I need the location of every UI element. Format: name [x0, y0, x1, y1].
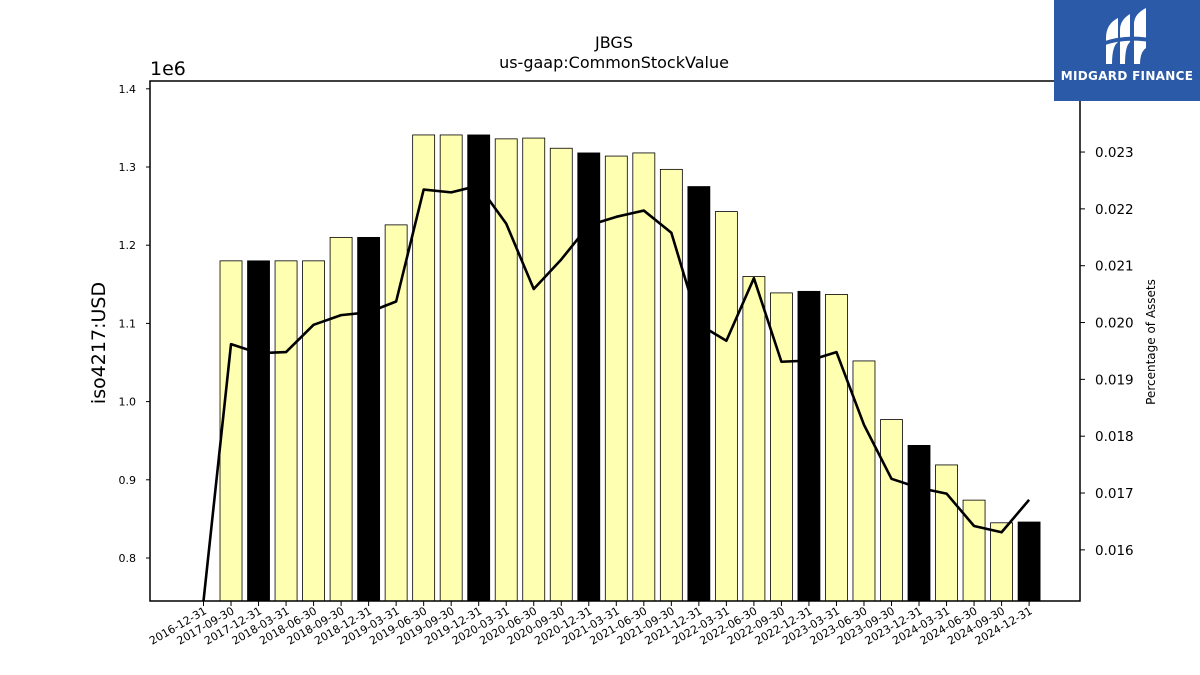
y2-tick-label: 0.017: [1095, 486, 1134, 502]
bar-2020-09-30: [549, 147, 573, 602]
logo-text: MIDGARD FINANCE: [1060, 69, 1194, 83]
bar-2017-09-30: [219, 260, 243, 602]
y-axis-label: iso4217:USD: [88, 282, 110, 404]
bar-2023-06-30: [852, 360, 876, 602]
y-tick-label: 1.1: [119, 317, 137, 330]
bar-2021-03-31: [604, 155, 628, 602]
percentage-line: [202, 184, 1031, 602]
y-tick-label: 0.9: [119, 474, 137, 487]
y2-axis-label: Percentage of Assets: [1144, 279, 1158, 405]
bar-2019-12-31: [467, 134, 491, 602]
y2-tick-label: 0.018: [1095, 429, 1134, 445]
bar-2023-12-31: [907, 444, 931, 602]
bar-2022-12-31: [797, 290, 821, 602]
y2-tick-label: 0.022: [1095, 202, 1134, 218]
midgard-m-icon: [1102, 8, 1150, 64]
bar-2018-06-30: [302, 260, 325, 602]
bar-2022-06-30: [742, 276, 766, 602]
bar-group: [219, 134, 1041, 602]
y-tick-label: 1.4: [119, 83, 137, 96]
bar-2020-12-31: [577, 152, 601, 602]
bar-2018-12-31: [357, 236, 381, 602]
plot-frame: [149, 80, 1081, 602]
y2-tick-label: 0.023: [1095, 145, 1134, 161]
bar-2020-03-31: [494, 138, 518, 602]
bar-2021-12-31: [687, 186, 711, 602]
y2-tick-label: 0.019: [1095, 372, 1134, 388]
y-tick-label: 0.8: [119, 552, 137, 565]
bar-2024-12-31: [1017, 521, 1041, 602]
chart-subtitle: us-gaap:CommonStockValue: [499, 53, 729, 72]
y2-tick-label: 0.020: [1095, 316, 1134, 332]
bar-2024-03-31: [935, 464, 958, 602]
y-tick-label: 1.3: [119, 161, 137, 174]
chart-title: JBGS: [594, 33, 633, 52]
bar-2018-09-30: [329, 236, 353, 602]
bar-2017-12-31: [247, 260, 270, 602]
y-tick-label: 1.2: [119, 239, 137, 252]
bar-2019-09-30: [439, 134, 463, 602]
bar-2019-03-31: [384, 224, 408, 602]
y-tick-label: 1.0: [119, 396, 137, 409]
bar-2023-03-31: [825, 294, 848, 602]
y2-tick-label: 0.016: [1095, 543, 1134, 559]
y-offset-label: 1e6: [150, 58, 186, 80]
bar-2022-03-31: [714, 211, 738, 602]
y2-tick-label: 0.021: [1095, 259, 1134, 275]
bar-2019-06-30: [412, 134, 436, 602]
bar-2023-09-30: [880, 419, 903, 602]
bar-2018-03-31: [274, 260, 298, 602]
midgard-finance-logo: MIDGARD FINANCE: [1054, 0, 1200, 101]
bar-2021-06-30: [632, 152, 656, 602]
bar-2024-09-30: [990, 522, 1013, 602]
line-group: [202, 184, 1031, 602]
bar-2020-06-30: [522, 137, 546, 602]
